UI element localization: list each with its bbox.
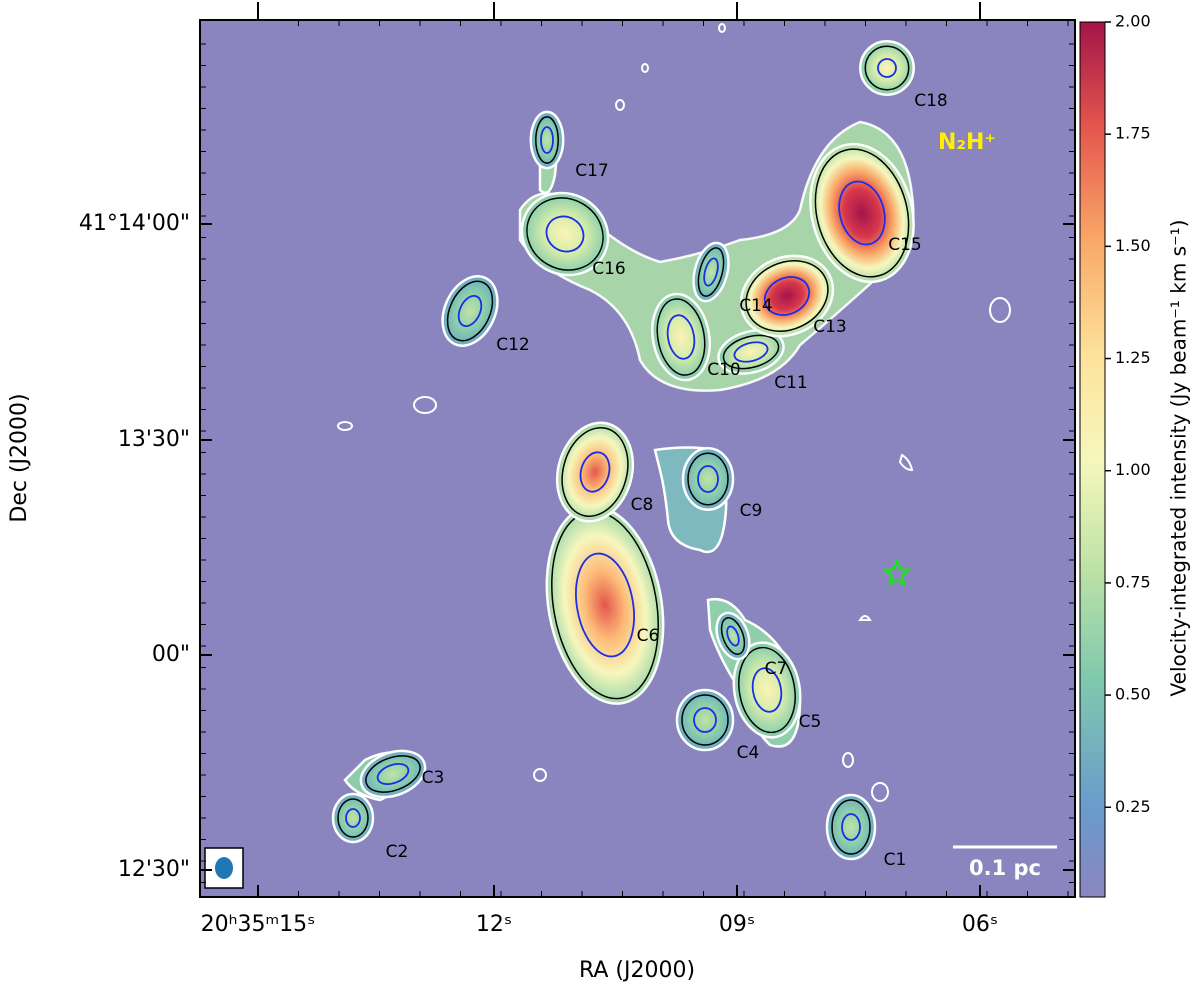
core-label: C2 bbox=[386, 842, 409, 862]
core-emission bbox=[359, 749, 427, 799]
core-label: C18 bbox=[914, 91, 948, 111]
intensity-map bbox=[331, 23, 1011, 861]
core-contour bbox=[722, 334, 780, 370]
colorbar-tick-label: 1.00 bbox=[1115, 460, 1151, 479]
colorbar-tick-label: 1.50 bbox=[1115, 236, 1151, 255]
core-label: C17 bbox=[575, 161, 609, 181]
core-label: C8 bbox=[631, 495, 654, 515]
colorbar-tick-label: 0.25 bbox=[1115, 797, 1151, 816]
core-contour bbox=[535, 116, 559, 164]
colorbar-title: Velocity-integrated intensity (Jy beam⁻¹… bbox=[1167, 220, 1191, 697]
core-emission bbox=[717, 329, 785, 375]
core-contour bbox=[365, 755, 421, 793]
beam bbox=[215, 857, 233, 879]
core-fit bbox=[376, 763, 410, 785]
core-fit bbox=[838, 180, 886, 246]
core-emission bbox=[675, 688, 735, 752]
core-label: C15 bbox=[888, 235, 922, 255]
core-emission bbox=[555, 421, 635, 523]
colorbar bbox=[1079, 21, 1106, 898]
core-emission bbox=[681, 447, 735, 511]
core-label: C6 bbox=[637, 626, 660, 646]
core-contour bbox=[681, 694, 729, 746]
plot-frame bbox=[199, 19, 1076, 898]
core-emission bbox=[651, 292, 711, 382]
core-label: C4 bbox=[737, 743, 760, 763]
core-label: C14 bbox=[739, 296, 773, 316]
core-emission bbox=[692, 241, 730, 303]
core-fit bbox=[666, 314, 696, 360]
core-fit bbox=[693, 707, 717, 733]
core-contour bbox=[738, 646, 796, 734]
core-label: C9 bbox=[740, 501, 763, 521]
core-contour bbox=[337, 798, 369, 838]
colorbar-tick-label: 0.75 bbox=[1115, 572, 1151, 591]
species-label: N₂H⁺ bbox=[938, 130, 996, 155]
core-fit bbox=[697, 465, 719, 493]
core-emission bbox=[715, 611, 751, 661]
core-emission bbox=[739, 254, 835, 338]
colorbar-tick-label: 1.75 bbox=[1115, 124, 1151, 143]
core-fit bbox=[733, 341, 769, 363]
y-tick-label: 41°14'00" bbox=[79, 211, 190, 236]
core-fit bbox=[841, 813, 861, 841]
core-fit bbox=[877, 58, 897, 78]
core-fit bbox=[703, 257, 719, 287]
core-fit bbox=[751, 667, 783, 713]
star-marker bbox=[882, 557, 912, 587]
core-fit bbox=[575, 552, 635, 658]
core-contour bbox=[446, 280, 494, 342]
core-label: C10 bbox=[707, 360, 741, 380]
core-contour bbox=[745, 260, 829, 332]
scale-bar-label: 0.1 pc bbox=[969, 856, 1041, 880]
core-fit bbox=[545, 215, 585, 253]
core-label: C12 bbox=[496, 335, 530, 355]
y-axis-title: Dec (J2000) bbox=[7, 393, 32, 522]
core-emission bbox=[809, 142, 915, 284]
map-background bbox=[200, 20, 1075, 897]
core-label: C16 bbox=[592, 259, 626, 279]
core-contour bbox=[697, 247, 725, 297]
core-emission bbox=[732, 641, 802, 739]
core-contour bbox=[831, 799, 871, 855]
colorbar-tick-label: 2.00 bbox=[1115, 12, 1151, 31]
core-contour bbox=[561, 427, 629, 517]
core-contour bbox=[814, 148, 910, 278]
core-contour bbox=[687, 452, 729, 506]
x-tick-label: 20ʰ35ᵐ15ˢ bbox=[201, 912, 316, 937]
colorbar-tick-label: 1.25 bbox=[1115, 348, 1151, 367]
core-label: C5 bbox=[799, 712, 822, 732]
core-fit bbox=[763, 276, 811, 316]
core-emission bbox=[825, 793, 877, 861]
core-fit bbox=[540, 126, 554, 154]
core-fit bbox=[345, 808, 361, 828]
core-fit bbox=[457, 294, 483, 328]
core-label: C3 bbox=[422, 768, 445, 788]
core-contour bbox=[526, 197, 604, 271]
core-contour bbox=[720, 617, 746, 655]
core-label: C13 bbox=[813, 317, 847, 337]
y-tick-label: 00" bbox=[152, 642, 190, 667]
core-emission bbox=[520, 191, 610, 277]
colorbar-tick-label: 0.50 bbox=[1115, 685, 1151, 704]
x-tick-label: 09ˢ bbox=[719, 912, 755, 937]
core-label: C11 bbox=[774, 373, 808, 393]
x-axis-title: RA (J2000) bbox=[579, 958, 695, 983]
core-fit bbox=[579, 451, 611, 493]
core-contour bbox=[864, 45, 910, 91]
core-emission bbox=[331, 792, 375, 844]
core-label: C7 bbox=[765, 659, 788, 679]
x-tick-label: 06ˢ bbox=[962, 912, 998, 937]
core-fit bbox=[726, 625, 740, 647]
core-emission bbox=[859, 40, 915, 96]
y-tick-label: 13'30" bbox=[118, 427, 190, 452]
y-tick-label: 12'30" bbox=[118, 857, 190, 882]
core-label: C1 bbox=[884, 850, 907, 870]
core-contour bbox=[656, 298, 706, 376]
x-tick-label: 12ˢ bbox=[476, 912, 512, 937]
